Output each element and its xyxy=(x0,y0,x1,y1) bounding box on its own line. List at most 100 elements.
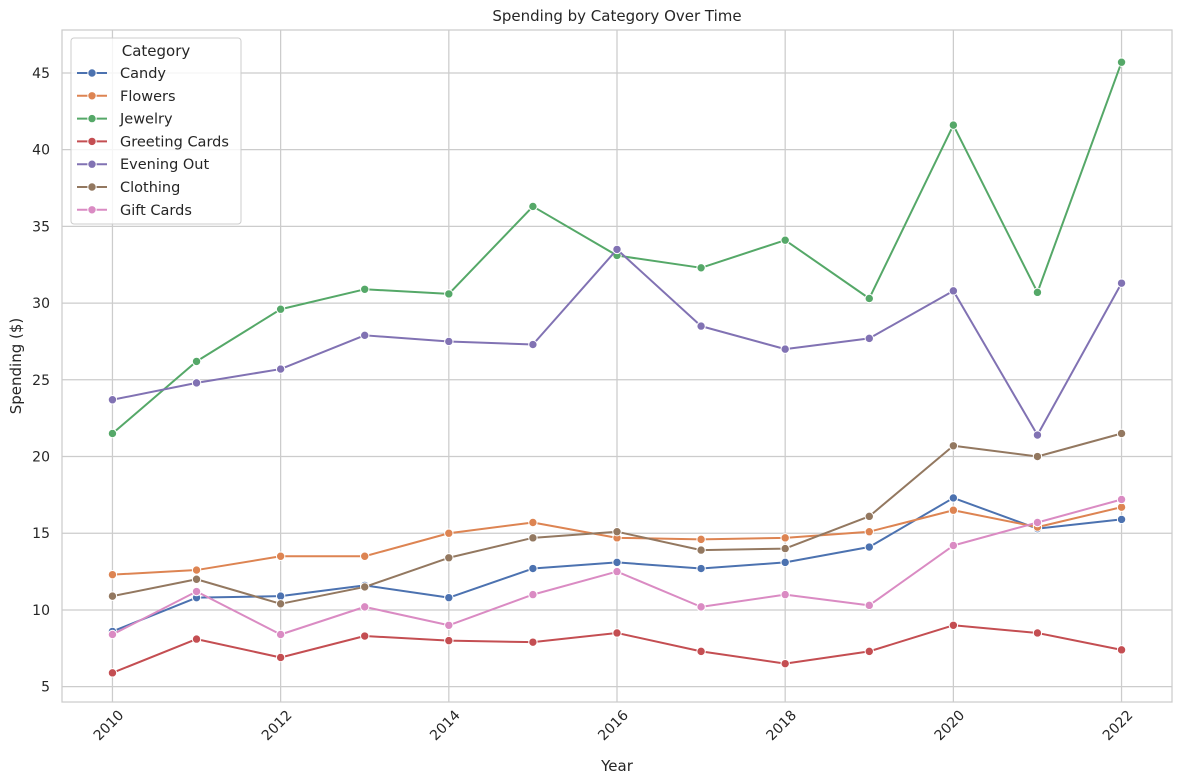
data-point-gift-cards xyxy=(1116,494,1127,505)
series-clothing xyxy=(107,428,1127,609)
legend-item-candy: Candy xyxy=(77,66,166,82)
legend-swatch-marker xyxy=(87,136,97,147)
legend-title: Category xyxy=(122,42,191,60)
legend-item-clothing: Clothing xyxy=(77,180,180,196)
data-point-clothing xyxy=(444,553,454,563)
y-tick-label: 45 xyxy=(32,66,50,82)
legend-box xyxy=(70,37,242,225)
data-point-gift-cards xyxy=(444,620,454,630)
data-point-evening-out xyxy=(275,364,286,374)
y-tick-label: 30 xyxy=(32,296,50,312)
legend-label: Evening Out xyxy=(120,157,209,173)
series-jewelry xyxy=(107,57,1127,439)
y-tick-label: 25 xyxy=(32,373,50,389)
data-point-greeting-cards xyxy=(948,620,959,630)
legend-item-flowers: Flowers xyxy=(77,89,176,105)
y-tick-label: 10 xyxy=(32,603,50,619)
legend-item-jewelry: Jewelry xyxy=(77,112,173,128)
data-point-jewelry xyxy=(107,428,118,439)
data-point-greeting-cards xyxy=(1032,628,1043,638)
legend-swatch-marker xyxy=(87,182,97,192)
data-point-evening-out xyxy=(612,244,622,255)
data-point-flowers xyxy=(528,517,538,528)
data-point-jewelry xyxy=(528,201,538,212)
x-axis-label: Year xyxy=(600,757,634,775)
data-point-candy xyxy=(948,493,959,503)
data-point-jewelry xyxy=(1032,287,1043,298)
data-point-flowers xyxy=(444,528,454,538)
data-point-greeting-cards xyxy=(191,634,202,644)
series-evening-out xyxy=(107,244,1127,440)
data-point-gift-cards xyxy=(696,602,706,612)
data-point-evening-out xyxy=(864,333,874,344)
data-point-flowers xyxy=(1116,502,1127,512)
data-point-clothing xyxy=(1032,451,1043,462)
plot-frame xyxy=(61,29,1173,703)
data-point-clothing xyxy=(360,582,370,592)
data-point-evening-out xyxy=(107,395,118,405)
y-tick-label: 15 xyxy=(32,526,50,542)
data-point-clothing xyxy=(864,511,874,522)
data-point-clothing xyxy=(696,545,706,555)
legend-items: Candy Flowers Jewelry Greeting Cards Evening… xyxy=(77,66,229,219)
y-tick-label: 20 xyxy=(32,450,50,466)
data-point-greeting-cards xyxy=(1116,645,1127,655)
data-point-evening-out xyxy=(1116,278,1127,288)
data-point-jewelry xyxy=(360,284,370,294)
data-point-jewelry xyxy=(444,289,454,299)
data-point-greeting-cards xyxy=(360,631,370,641)
data-point-candy xyxy=(1116,514,1127,525)
data-point-greeting-cards xyxy=(696,646,706,657)
legend-swatch-marker xyxy=(87,68,97,78)
data-point-flowers xyxy=(275,551,286,561)
legend-label: Clothing xyxy=(120,180,180,196)
legend-swatch-marker xyxy=(87,159,97,169)
data-point-greeting-cards xyxy=(528,637,538,647)
data-point-candy xyxy=(864,542,874,552)
data-point-jewelry xyxy=(864,293,874,304)
data-point-gift-cards xyxy=(275,629,286,640)
data-point-clothing xyxy=(191,574,202,584)
data-point-candy xyxy=(612,557,622,568)
data-point-clothing xyxy=(107,591,118,601)
data-point-flowers xyxy=(696,534,706,545)
data-point-greeting-cards xyxy=(107,668,118,678)
data-point-gift-cards xyxy=(612,566,622,577)
data-point-jewelry xyxy=(696,263,706,273)
legend-label: Candy xyxy=(120,66,166,82)
data-point-flowers xyxy=(191,565,202,575)
data-point-jewelry xyxy=(780,235,790,245)
data-point-flowers xyxy=(107,569,118,580)
data-point-evening-out xyxy=(444,336,454,347)
data-point-jewelry xyxy=(191,356,202,367)
data-point-flowers xyxy=(864,526,874,537)
legend-item-evening-out: Evening Out xyxy=(77,157,209,173)
data-point-flowers xyxy=(360,551,370,561)
data-point-gift-cards xyxy=(1032,517,1043,528)
legend-swatch-marker xyxy=(87,113,97,124)
legend-swatch-marker xyxy=(87,91,97,101)
legend-swatch-marker xyxy=(87,205,97,215)
y-tick-label: 35 xyxy=(32,219,50,235)
data-point-greeting-cards xyxy=(864,646,874,657)
legend-label: Greeting Cards xyxy=(120,134,229,150)
data-point-greeting-cards xyxy=(612,628,622,638)
legend-label: Flowers xyxy=(120,89,176,105)
data-point-clothing xyxy=(612,526,622,537)
data-point-greeting-cards xyxy=(780,658,790,669)
data-point-candy xyxy=(780,557,790,568)
data-point-evening-out xyxy=(696,321,706,331)
legend-item-gift-cards: Gift Cards xyxy=(77,203,192,219)
data-point-evening-out xyxy=(780,344,790,354)
legend-label: Gift Cards xyxy=(120,203,192,219)
data-point-evening-out xyxy=(191,378,202,388)
y-tick-label: 40 xyxy=(32,143,50,159)
data-point-evening-out xyxy=(360,330,370,341)
data-point-clothing xyxy=(528,533,538,543)
data-point-greeting-cards xyxy=(444,635,454,646)
chart-title: Spending by Category Over Time xyxy=(492,7,741,25)
legend-item-greeting-cards: Greeting Cards xyxy=(77,134,229,150)
data-point-candy xyxy=(444,592,454,603)
y-tick-label: 5 xyxy=(41,680,50,696)
